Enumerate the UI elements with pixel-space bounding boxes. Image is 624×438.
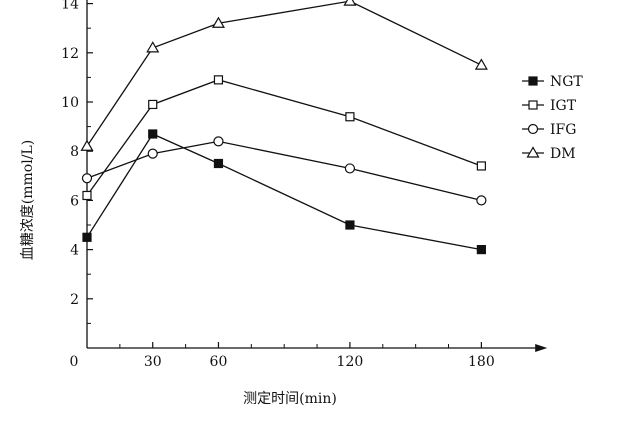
y-tick-label: 12 (61, 46, 79, 62)
data-point-dm (211, 16, 226, 28)
y-axis-title: 血糖浓度(mmol/L) (20, 140, 36, 260)
y-tick-label: 8 (70, 144, 79, 160)
legend-entry-igt: IGT (522, 98, 577, 114)
x-tick-label: 30 (144, 354, 162, 370)
data-point-ngt (476, 245, 486, 255)
series-igt (82, 75, 486, 201)
legend-entry-dm: DM (522, 146, 576, 162)
legend-label-igt: IGT (550, 98, 577, 114)
data-point-ngt (82, 232, 92, 242)
data-point-ifg (476, 195, 487, 206)
legend: NGT IGT IFG DM (522, 74, 583, 162)
data-point-dm (343, 0, 357, 6)
x-axis-title: 测定时间(min) (243, 391, 337, 407)
data-point-ifg (213, 136, 224, 147)
legend-entry-ngt: NGT (522, 74, 583, 90)
legend-label-ifg: IFG (550, 122, 576, 138)
x-tick-label: 180 (468, 354, 495, 370)
legend-label-dm: DM (550, 146, 576, 162)
legend-marker-ngt (528, 76, 538, 86)
legend-entry-ifg: IFG (522, 122, 576, 138)
series-line-dm (86, 0, 482, 147)
y-tick-label: 4 (70, 243, 79, 259)
data-point-dm (474, 58, 488, 70)
series-line-ngt (86, 133, 482, 251)
series-dm (80, 0, 488, 151)
data-point-igt (82, 190, 92, 201)
series-layer (80, 0, 488, 255)
series-line-igt (86, 79, 482, 196)
legend-label-ngt: NGT (550, 74, 583, 90)
data-point-ifg (147, 148, 158, 159)
legend-marker-ifg (527, 123, 539, 135)
x-axis-arrow (535, 344, 548, 352)
data-point-ngt (148, 129, 158, 139)
data-point-ifg (344, 163, 356, 174)
data-point-ngt (345, 220, 355, 230)
series-ngt (82, 129, 486, 255)
legend-marker-dm (526, 146, 540, 158)
data-point-igt (345, 112, 355, 122)
y-tick-label: 14 (61, 0, 79, 13)
data-point-dm (80, 139, 94, 151)
data-point-igt (213, 75, 224, 85)
data-point-igt (148, 99, 158, 110)
y-tick-label: 10 (61, 95, 79, 111)
x-tick-label: 120 (337, 354, 364, 370)
legend-marker-igt (528, 100, 538, 110)
origin-label: 0 (70, 354, 79, 370)
series-ifg (81, 136, 487, 206)
axes: 30 60 120 180 2 4 6 8 10 12 14 (61, 0, 548, 370)
series-line-ifg (86, 140, 482, 202)
y-tick-label: 6 (70, 193, 79, 209)
data-point-dm (146, 41, 160, 53)
y-tick-label: 2 (70, 292, 79, 308)
data-point-ifg (81, 173, 93, 184)
data-point-ngt (213, 158, 224, 169)
x-tick-label: 60 (210, 354, 228, 370)
data-point-igt (476, 161, 486, 171)
